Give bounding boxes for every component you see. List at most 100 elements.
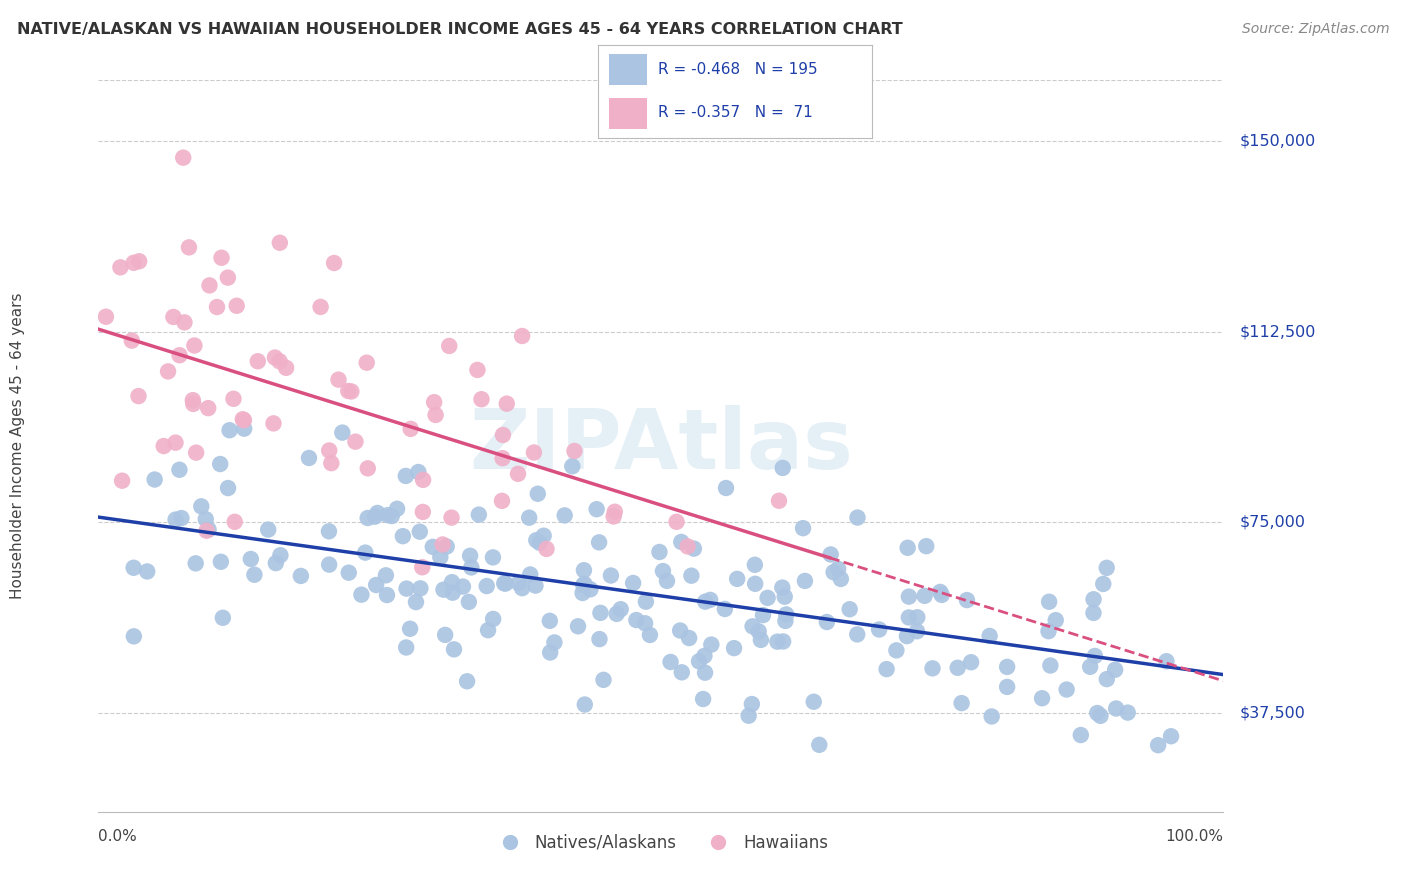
Point xyxy=(152,439,174,453)
Point xyxy=(995,660,1018,674)
Point xyxy=(1083,592,1105,607)
Point xyxy=(186,445,208,459)
Point xyxy=(592,673,614,687)
Point xyxy=(815,615,838,629)
Point xyxy=(377,508,399,522)
Point xyxy=(827,562,849,576)
Point xyxy=(429,550,451,565)
Text: 100.0%: 100.0% xyxy=(1166,830,1223,845)
Point xyxy=(328,373,350,387)
Point xyxy=(434,628,457,642)
Point xyxy=(432,582,454,597)
Point xyxy=(744,558,766,572)
Point xyxy=(494,576,516,591)
Point xyxy=(350,588,373,602)
Point xyxy=(458,549,481,563)
Point xyxy=(439,339,461,353)
Bar xyxy=(609,54,647,85)
Point xyxy=(432,537,454,551)
Point xyxy=(506,467,529,481)
Point xyxy=(136,565,159,579)
Point xyxy=(340,384,363,399)
Point xyxy=(309,300,332,314)
Point xyxy=(1147,738,1170,752)
Point xyxy=(693,648,716,663)
Point xyxy=(772,461,794,475)
Point xyxy=(741,619,763,633)
Point xyxy=(122,629,145,643)
Point xyxy=(634,616,657,631)
Point xyxy=(543,635,565,649)
Text: $150,000: $150,000 xyxy=(1240,134,1316,149)
Point xyxy=(838,602,860,616)
Point xyxy=(538,646,561,660)
Point xyxy=(868,623,890,637)
Point xyxy=(475,579,498,593)
Point xyxy=(375,588,398,602)
Point xyxy=(700,638,723,652)
Text: $112,500: $112,500 xyxy=(1240,324,1316,339)
Point xyxy=(896,629,918,643)
Point xyxy=(239,552,262,566)
Point xyxy=(692,692,714,706)
Bar xyxy=(609,98,647,129)
Point xyxy=(441,585,464,599)
Point xyxy=(915,539,938,553)
Point xyxy=(460,560,482,574)
Point xyxy=(399,422,422,436)
Point xyxy=(681,568,703,582)
Point xyxy=(143,473,166,487)
Point xyxy=(693,665,716,680)
Point xyxy=(1085,706,1108,720)
Point xyxy=(1083,606,1105,620)
Point xyxy=(846,627,869,641)
Point xyxy=(491,451,513,466)
Point xyxy=(225,299,247,313)
Point xyxy=(523,445,546,459)
Point xyxy=(197,523,219,537)
Point xyxy=(714,481,737,495)
Point xyxy=(589,606,612,620)
Text: Householder Income Ages 45 - 64 years: Householder Income Ages 45 - 64 years xyxy=(10,293,25,599)
Point xyxy=(111,474,134,488)
Point xyxy=(222,392,245,406)
Point xyxy=(456,674,478,689)
Point xyxy=(678,631,700,645)
Point xyxy=(1078,660,1101,674)
Point xyxy=(243,567,266,582)
Point xyxy=(209,457,232,471)
Point xyxy=(1104,663,1126,677)
Point xyxy=(467,363,489,377)
Point xyxy=(269,354,291,368)
Point xyxy=(217,481,239,495)
Point xyxy=(567,619,589,633)
Point xyxy=(183,338,205,352)
Point xyxy=(572,563,595,577)
Point xyxy=(1038,595,1060,609)
Point xyxy=(574,698,596,712)
Point xyxy=(554,508,576,523)
Point xyxy=(443,642,465,657)
Point xyxy=(198,278,221,293)
Point xyxy=(1031,691,1053,706)
Point xyxy=(768,493,790,508)
Point xyxy=(756,591,779,605)
Point xyxy=(752,608,775,623)
Point xyxy=(468,508,491,522)
Point xyxy=(321,456,343,470)
Point xyxy=(170,511,193,525)
Point xyxy=(588,535,610,549)
Point xyxy=(224,515,246,529)
Point xyxy=(232,412,254,426)
Point xyxy=(1090,709,1112,723)
Point xyxy=(638,628,661,642)
Point xyxy=(1105,701,1128,715)
Point xyxy=(519,567,541,582)
Point xyxy=(599,568,621,582)
Point xyxy=(1116,706,1139,720)
Point xyxy=(1095,672,1118,686)
Point xyxy=(181,397,204,411)
Point xyxy=(422,540,444,554)
Point xyxy=(217,270,239,285)
Point xyxy=(669,624,692,638)
